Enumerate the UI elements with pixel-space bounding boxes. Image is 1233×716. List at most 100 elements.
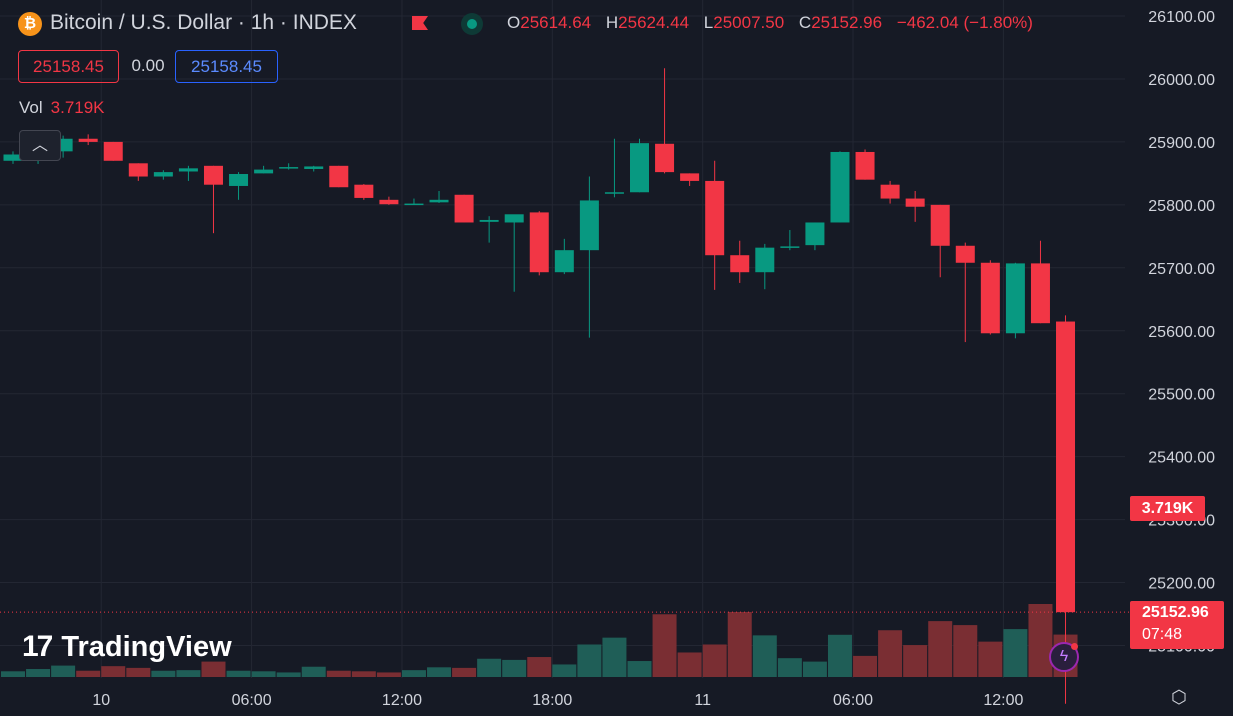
volume-bar: [1, 671, 25, 677]
candle-body: [1030, 263, 1050, 324]
ohlc-high-value: 25624.44: [618, 13, 690, 32]
volume-bar: [627, 661, 652, 677]
time-tick-label: 18:00: [532, 692, 572, 709]
candle-body: [705, 180, 725, 256]
time-tick-label: 11: [694, 692, 711, 709]
candle-body: [128, 163, 148, 177]
volume-bar: [226, 670, 251, 677]
price-change: −462.04 (−1.80%): [896, 13, 1033, 32]
candle-body: [905, 198, 925, 207]
volume-bar: [602, 637, 627, 677]
candle-body: [254, 169, 274, 174]
volume-bar: [1028, 604, 1053, 677]
time-tick-label: 06:00: [232, 692, 272, 709]
candle-body: [529, 212, 549, 273]
candle-body: [554, 250, 574, 273]
price-tick-label: 25200.00: [1148, 576, 1215, 593]
ohlc-open-value: 25614.64: [520, 13, 592, 32]
candle-body: [504, 214, 524, 223]
spread-value: 0.00: [131, 56, 165, 75]
candle-body: [805, 222, 825, 246]
volume-bar: [652, 614, 677, 677]
candle-body: [203, 165, 223, 185]
candle-body: [304, 166, 324, 169]
ohlc-legend: O25614.64 H25624.44 L25007.50 C25152.96 …: [507, 13, 1043, 33]
volume-bar: [401, 670, 426, 677]
volume-legend[interactable]: Vol 3.719K: [19, 98, 105, 118]
volume-bar: [126, 667, 151, 677]
volume-axis-label: 3.719K: [1130, 496, 1205, 521]
volume-bar: [903, 645, 928, 677]
candle-body: [329, 165, 349, 188]
candle-body: [354, 184, 374, 198]
candle-body: [880, 184, 900, 199]
volume-bar: [552, 664, 577, 677]
tradingview-logo-text: TradingView: [61, 630, 232, 663]
volume-bar: [51, 665, 76, 677]
flag-icon[interactable]: [412, 16, 428, 30]
candle-body: [680, 173, 700, 181]
current-price-label: 25152.96: [1142, 604, 1209, 621]
volume-bar: [1003, 629, 1028, 677]
candle-body: [429, 199, 449, 203]
volume-bar: [677, 652, 702, 677]
buy-price-button[interactable]: 25158.45: [175, 50, 278, 83]
volume-bar: [777, 658, 802, 677]
ohlc-close-key: C: [798, 13, 812, 32]
candle-body: [730, 255, 750, 273]
price-tick-label: 25400.00: [1148, 450, 1215, 467]
symbol-title[interactable]: Bitcoin / U.S. Dollar · 1h · INDEX: [50, 11, 357, 34]
price-tick-label: 25500.00: [1148, 387, 1215, 404]
time-tick-label: 10: [92, 692, 110, 709]
volume-bar: [176, 670, 201, 677]
volume-bar: [351, 671, 376, 677]
volume-label: Vol: [19, 98, 43, 117]
price-tick-label: 25600.00: [1148, 324, 1215, 341]
candle-body: [454, 194, 474, 223]
candle-body: [178, 168, 198, 172]
price-tick-label: 25800.00: [1148, 198, 1215, 215]
ohlc-open-key: O: [507, 13, 521, 32]
price-tick-label: 26100.00: [1148, 9, 1215, 26]
volume-value: 3.719K: [50, 98, 105, 117]
volume-bar: [76, 670, 101, 677]
candle-body: [153, 172, 173, 177]
volume-bar: [577, 644, 602, 677]
volume-bar: [326, 670, 351, 677]
volume-bar: [376, 672, 401, 677]
chevron-up-icon[interactable]: ︿: [19, 130, 61, 161]
ohlc-low-value: 25007.50: [713, 13, 785, 32]
tradingview-logo[interactable]: 17 TradingView: [22, 630, 232, 664]
volume-bar: [802, 661, 827, 677]
volume-bar: [477, 658, 502, 677]
current-price-tag: 25152.96 07:48: [1130, 601, 1224, 649]
volume-bar: [878, 630, 903, 677]
sell-price-button[interactable]: 25158.45: [18, 50, 119, 83]
volume-bar: [827, 634, 852, 677]
tradingview-logo-mark: 17: [22, 630, 53, 663]
settings-icon[interactable]: ⬡: [1171, 687, 1187, 707]
candle-body: [404, 203, 424, 206]
candle-body: [955, 245, 975, 263]
price-tick-label: 25700.00: [1148, 261, 1215, 278]
volume-bar: [527, 657, 552, 677]
volume-bar: [752, 635, 777, 677]
candle-body: [279, 167, 299, 169]
candle-body: [855, 151, 875, 180]
volume-bar: [452, 667, 477, 677]
time-tick-label: 12:00: [983, 692, 1023, 709]
candle-body: [3, 154, 23, 161]
volume-bar: [276, 672, 301, 677]
volume-bar: [727, 611, 752, 677]
candle-body: [479, 219, 499, 222]
candle-body: [379, 199, 399, 205]
volume-bar: [953, 625, 978, 677]
lightning-icon[interactable]: ϟ: [1049, 642, 1079, 672]
volume-bar: [427, 667, 452, 677]
volume-bar: [978, 641, 1003, 677]
volume-bar: [928, 621, 953, 677]
volume-bar: [502, 659, 527, 677]
candle-body: [980, 262, 1000, 334]
candle-body: [630, 143, 649, 193]
